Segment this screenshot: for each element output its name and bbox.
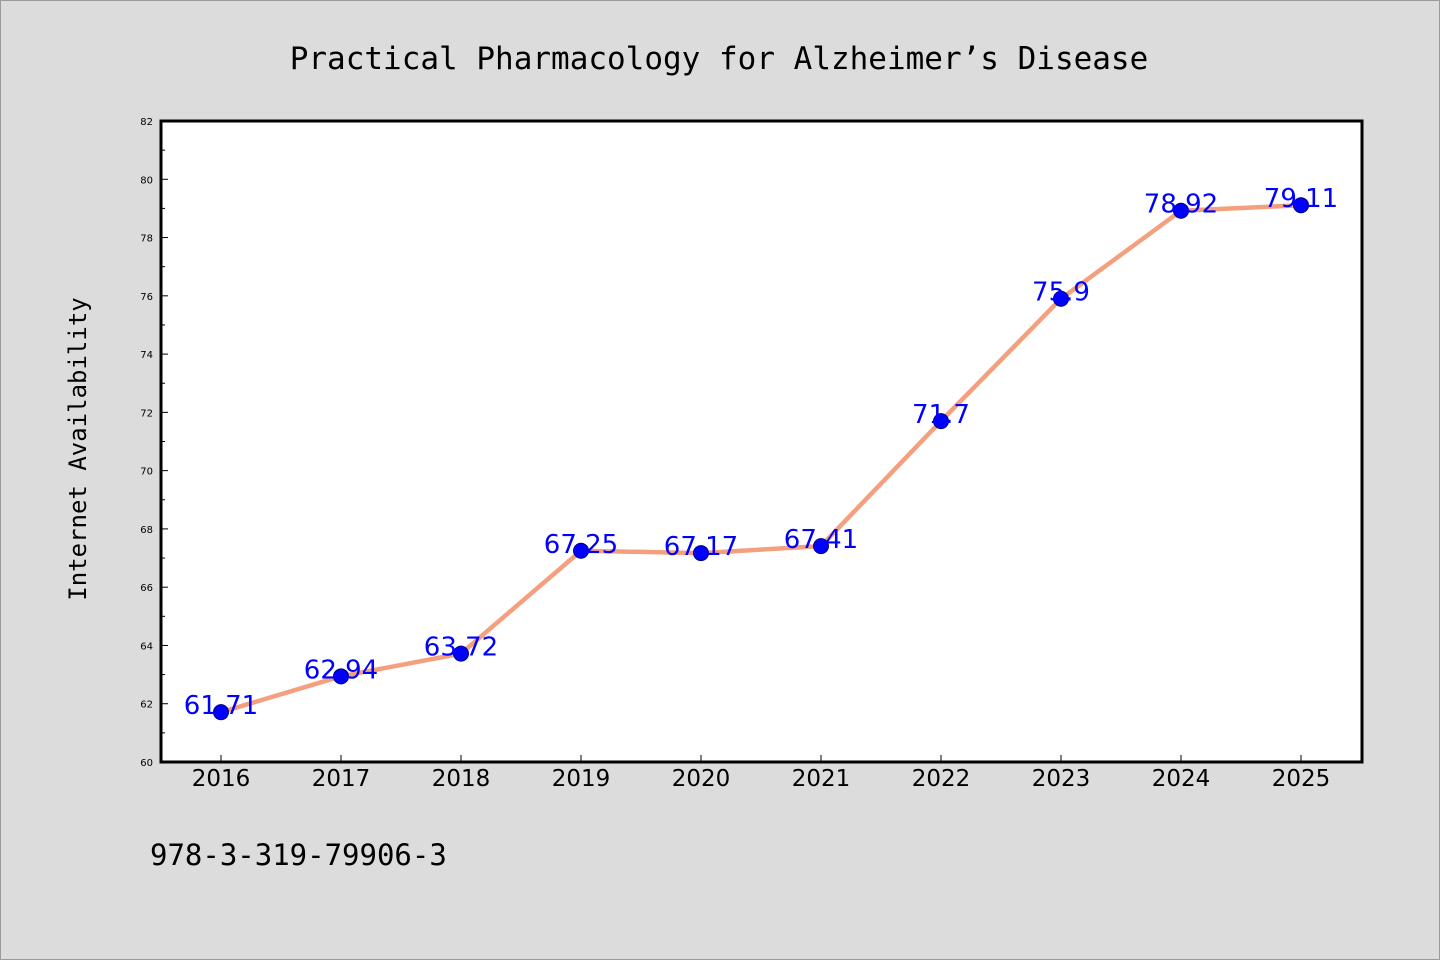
- data-label: 79.11: [1264, 184, 1338, 214]
- x-tick-label: 2023: [1032, 766, 1091, 792]
- y-tick-label: 70: [140, 467, 153, 478]
- data-label: 63.72: [424, 633, 498, 663]
- y-tick-label: 62: [140, 700, 153, 711]
- data-label: 62.94: [304, 655, 378, 685]
- y-tick-label: 80: [140, 175, 153, 186]
- data-point: [333, 668, 349, 685]
- isbn-text: 978-3-319-79906-3: [150, 838, 447, 872]
- y-axis-ticks: 60 62 64 66 68 70 72 74 76 78 80 82: [140, 117, 168, 769]
- data-labels: 61.71 62.94 63.72 67.25 67.17 67.41 71.7 75.9 78…: [184, 184, 1338, 721]
- y-tick-label: 60: [140, 758, 153, 769]
- x-tick-label: 2022: [912, 766, 971, 792]
- data-point: [573, 542, 589, 559]
- data-series: [218, 202, 1304, 715]
- y-tick-label: 74: [140, 350, 153, 361]
- x-tick-label: 2021: [792, 766, 851, 792]
- data-label: 67.41: [784, 525, 858, 555]
- x-tick-label: 2018: [432, 766, 491, 792]
- data-label: 67.17: [664, 532, 738, 562]
- y-tick-label: 78: [140, 234, 153, 245]
- series-line: [218, 202, 1304, 715]
- data-label: 61.71: [184, 691, 258, 721]
- data-label: 75.9: [1032, 278, 1090, 308]
- x-tick-label: 2024: [1152, 766, 1211, 792]
- y-tick-label: 82: [140, 117, 153, 128]
- data-point: [933, 413, 949, 430]
- plot-area: [159, 119, 1364, 764]
- y-axis-label: Internet Availability: [64, 297, 92, 600]
- data-point: [213, 704, 229, 721]
- data-point: [453, 645, 469, 662]
- data-label: 78.92: [1144, 190, 1218, 220]
- data-point: [1293, 197, 1309, 214]
- data-label: 71.7: [912, 400, 970, 430]
- x-tick-label: 2025: [1272, 766, 1331, 792]
- data-point: [693, 545, 709, 562]
- y-tick-label: 72: [140, 408, 153, 419]
- y-tick-label: 64: [140, 641, 153, 652]
- data-markers: [213, 197, 1309, 721]
- x-tick-label: 2017: [312, 766, 371, 792]
- y-tick-label: 68: [140, 525, 153, 536]
- data-point: [1053, 290, 1069, 307]
- data-label: 67.25: [544, 530, 618, 560]
- y-tick-label: 76: [140, 292, 153, 303]
- y-tick-label: 66: [140, 583, 153, 594]
- data-point: [1173, 202, 1189, 219]
- x-tick-label: 2019: [552, 766, 611, 792]
- chart-title: Practical Pharmacology for Alzheimer’s D…: [290, 41, 1149, 77]
- x-tick-label: 2016: [192, 766, 251, 792]
- x-tick-label: 2020: [672, 766, 731, 792]
- data-point: [813, 538, 829, 555]
- x-axis-ticks: 2016 2017 2018 2019 2020 2021 2022 2023 2024 2025: [192, 755, 1331, 792]
